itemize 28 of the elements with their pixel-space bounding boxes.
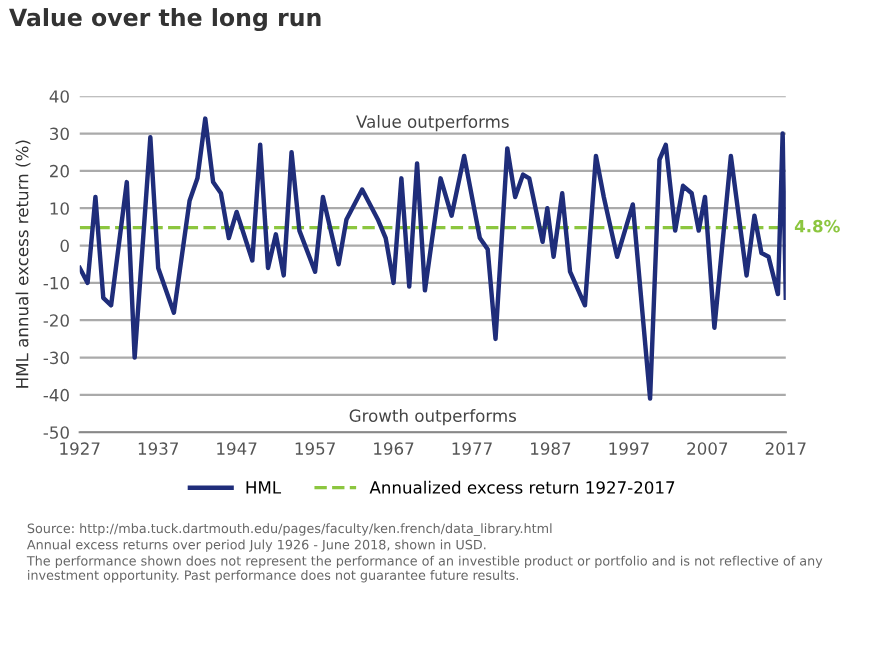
y-tick-label: -50: [43, 426, 69, 439]
y-tick-label: 20: [50, 164, 69, 178]
y-tick-label: 30: [50, 127, 69, 141]
y-tick-label: -30: [43, 351, 69, 365]
x-tick-label: 2007: [687, 442, 728, 455]
annotation: Growth outperforms: [349, 409, 517, 426]
x-tick-label: 1957: [295, 442, 335, 455]
line-series: [79, 116, 786, 401]
x-tick-label: 1997: [609, 442, 649, 455]
y-tick-label: 10: [50, 202, 69, 215]
x-tick-label: 1947: [217, 442, 257, 455]
y-tick-label: 0: [60, 239, 69, 253]
x-tick-label: 1967: [374, 442, 414, 455]
x-tick-label: 1987: [531, 442, 571, 455]
chart-title: Value over the long run: [9, 8, 321, 32]
x-tick-label: 1937: [138, 442, 178, 455]
y-tick-label: -40: [43, 388, 69, 402]
legend-label: HML: [246, 481, 282, 494]
y-tick-label: 40: [49, 90, 69, 103]
x-tick-label: 1927: [60, 442, 100, 455]
legend-label: Annualized excess return 1927-2017: [369, 480, 675, 494]
x-tick-label: 1977: [452, 442, 492, 455]
y-tick-label: -20: [43, 314, 69, 327]
annotation: 4.8%: [794, 219, 840, 233]
annotation: Value outperforms: [356, 115, 509, 132]
y-axis-title: HML annual excess return (%): [15, 140, 31, 388]
y-tick-label: -10: [43, 276, 69, 290]
x-tick-label: 2017: [765, 442, 806, 455]
